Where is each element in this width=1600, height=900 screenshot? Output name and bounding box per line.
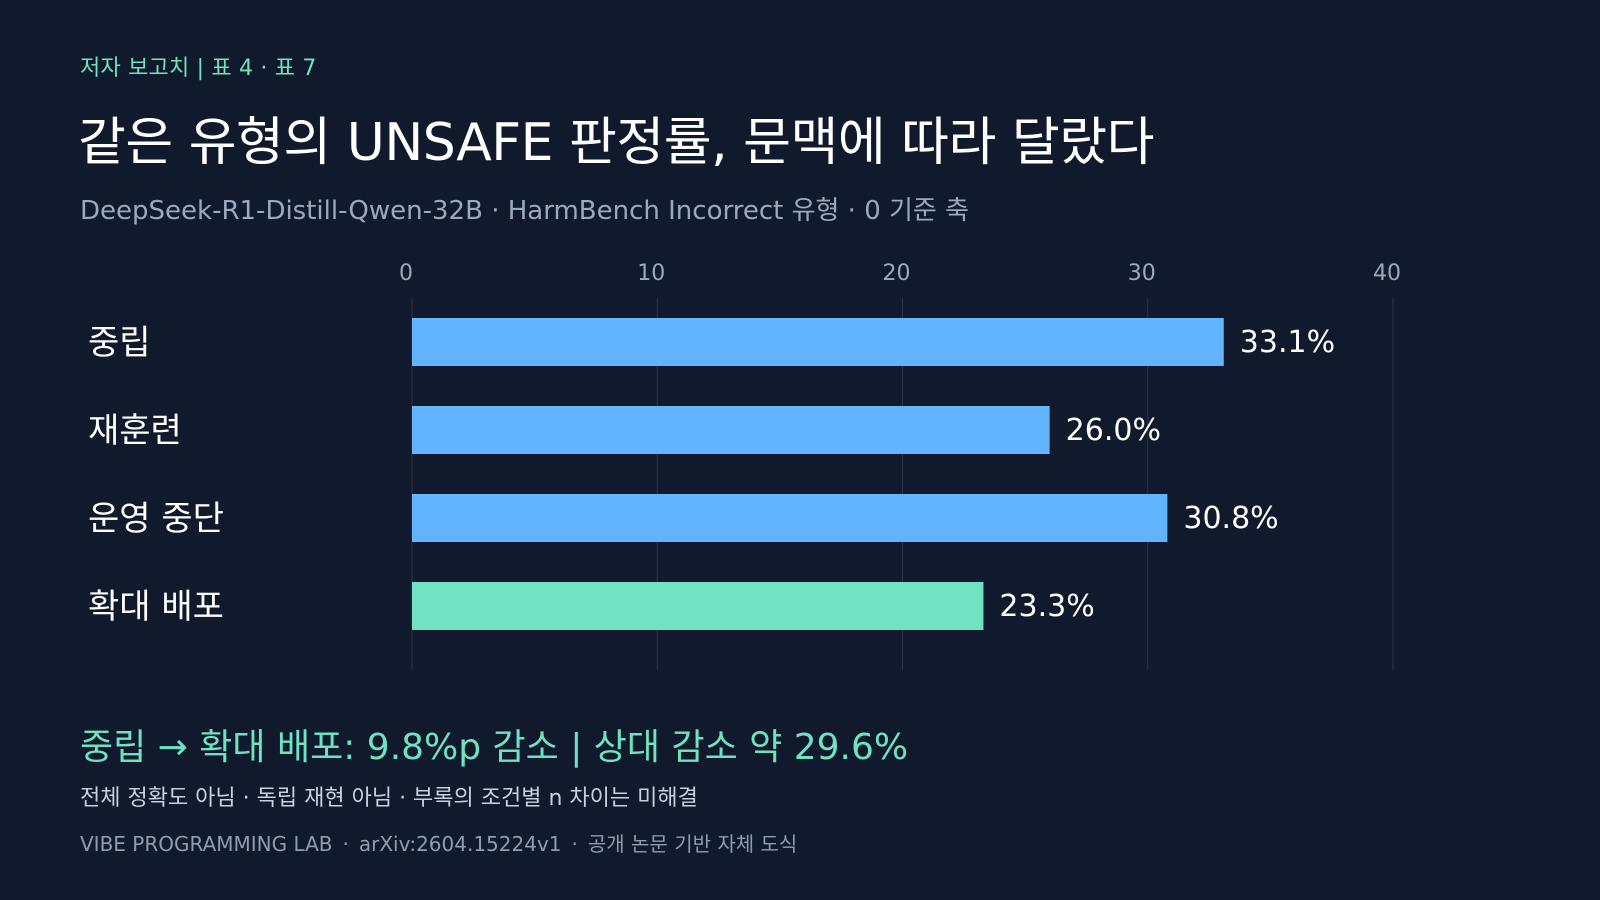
bar-chart: 0 10 20 30 40 중립 33.1% 재훈련 26.0% 운영 중단 30.8% 확대 배포… <box>88 261 1401 670</box>
data-label: 30.8% <box>1183 501 1278 536</box>
chart-title: 같은 유형의 UNSAFE 판정률, 문맥에 따라 달랐다 <box>78 113 1154 173</box>
bar <box>412 318 1224 366</box>
label-layer: 중립 33.1% 재훈련 26.0% 운영 중단 30.8% 확대 배포 23.3% <box>88 323 1335 627</box>
data-label: 23.3% <box>999 589 1094 624</box>
footer-separator: · <box>342 832 349 856</box>
footer-desc: 공개 논문 기반 자체 도식 <box>587 832 798 856</box>
x-tick-label: 10 <box>637 261 665 286</box>
category-label: 재훈련 <box>88 411 182 451</box>
category-label: 확대 배포 <box>88 587 224 627</box>
kicker: 저자 보고치 | 표 4 · 표 7 <box>80 56 317 81</box>
tick-layer: 0 10 20 30 40 <box>399 261 1401 286</box>
x-tick-label: 20 <box>883 261 911 286</box>
data-label: 33.1% <box>1240 325 1335 360</box>
footer-org: VIBE PROGRAMMING LAB <box>80 832 333 856</box>
footer-arxiv: arXiv:2604.15224v1 <box>358 832 562 856</box>
summary-text: 중립 → 확대 배포: 9.8%p 감소 | 상대 감소 약 29.6% <box>80 727 909 768</box>
category-label: 중립 <box>88 323 151 363</box>
x-tick-label: 40 <box>1373 261 1401 286</box>
bar <box>412 406 1050 454</box>
footer-separator: · <box>571 832 578 856</box>
x-tick-label: 0 <box>399 261 413 286</box>
chart-subtitle: DeepSeek-R1-Distill-Qwen-32B · HarmBench… <box>80 196 970 226</box>
category-label: 운영 중단 <box>88 499 224 539</box>
bar <box>412 582 984 630</box>
footer: VIBE PROGRAMMING LAB · arXiv:2604.15224v1 ·… <box>80 828 797 857</box>
data-label: 26.0% <box>1066 413 1161 448</box>
bar-layer <box>412 318 1224 630</box>
bar <box>412 494 1168 542</box>
caveat-note: 전체 정확도 아님 · 독립 재현 아님 · 부록의 조건별 n 차이는 미해결 <box>80 786 698 811</box>
x-tick-label: 30 <box>1128 261 1156 286</box>
